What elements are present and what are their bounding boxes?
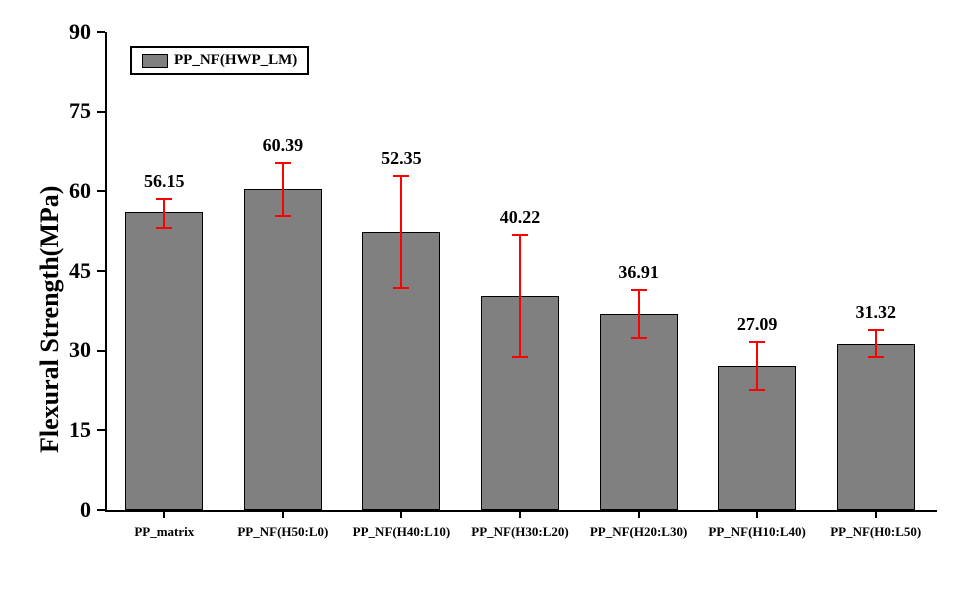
x-tick-label: PP_NF(H30:L20) — [471, 524, 568, 540]
value-label: 60.39 — [263, 135, 304, 156]
x-tick-label: PP_matrix — [134, 524, 194, 540]
value-label: 40.22 — [500, 207, 541, 228]
value-label: 31.32 — [855, 302, 896, 323]
error-bar — [519, 235, 521, 357]
legend: PP_NF(HWP_LM) — [130, 46, 309, 75]
bar — [837, 344, 915, 510]
bar — [244, 189, 322, 510]
bar — [600, 314, 678, 510]
error-cap — [868, 329, 884, 331]
error-cap — [512, 234, 528, 236]
legend-swatch — [142, 54, 168, 68]
error-cap — [275, 162, 291, 164]
x-tick-label: PP_NF(H20:L30) — [590, 524, 687, 540]
y-tick — [97, 509, 105, 511]
error-bar — [875, 330, 877, 357]
x-tick-label: PP_NF(H0:L50) — [830, 524, 921, 540]
error-cap — [156, 198, 172, 200]
y-tick-label: 90 — [45, 19, 91, 45]
y-tick — [97, 350, 105, 352]
error-cap — [512, 356, 528, 358]
bar — [125, 212, 203, 510]
x-tick — [519, 510, 521, 518]
x-tick — [638, 510, 640, 518]
flexural-strength-chart: Flexural Strength(MPa) PP_NF(HWP_LM) 0 15… — [0, 0, 971, 594]
x-tick — [163, 510, 165, 518]
value-label: 52.35 — [381, 148, 422, 169]
x-tick — [282, 510, 284, 518]
y-tick-label: 0 — [45, 497, 91, 523]
x-tick-label: PP_NF(H50:L0) — [237, 524, 328, 540]
error-cap — [393, 175, 409, 177]
error-cap — [631, 337, 647, 339]
y-tick-label: 15 — [45, 417, 91, 443]
error-cap — [393, 287, 409, 289]
y-tick-label: 75 — [45, 98, 91, 124]
error-cap — [275, 215, 291, 217]
error-bar — [756, 342, 758, 390]
x-tick — [875, 510, 877, 518]
value-label: 36.91 — [618, 262, 659, 283]
error-cap — [749, 341, 765, 343]
error-cap — [156, 227, 172, 229]
x-tick-label: PP_NF(H10:L40) — [708, 524, 805, 540]
x-tick — [400, 510, 402, 518]
y-tick — [97, 270, 105, 272]
value-label: 56.15 — [144, 171, 185, 192]
error-cap — [749, 389, 765, 391]
legend-text: PP_NF(HWP_LM) — [174, 52, 297, 69]
y-tick-label: 45 — [45, 258, 91, 284]
value-label: 27.09 — [737, 314, 778, 335]
error-cap — [631, 289, 647, 291]
y-tick — [97, 190, 105, 192]
y-tick — [97, 111, 105, 113]
error-bar — [400, 176, 402, 288]
error-bar — [163, 199, 165, 228]
y-tick — [97, 429, 105, 431]
error-bar — [638, 290, 640, 338]
x-tick — [756, 510, 758, 518]
y-axis-label: Flexural Strength(MPa) — [35, 185, 65, 452]
y-tick-label: 30 — [45, 337, 91, 363]
error-bar — [282, 163, 284, 216]
y-tick-label: 60 — [45, 178, 91, 204]
y-tick — [97, 31, 105, 33]
error-cap — [868, 356, 884, 358]
x-tick-label: PP_NF(H40:L10) — [353, 524, 450, 540]
